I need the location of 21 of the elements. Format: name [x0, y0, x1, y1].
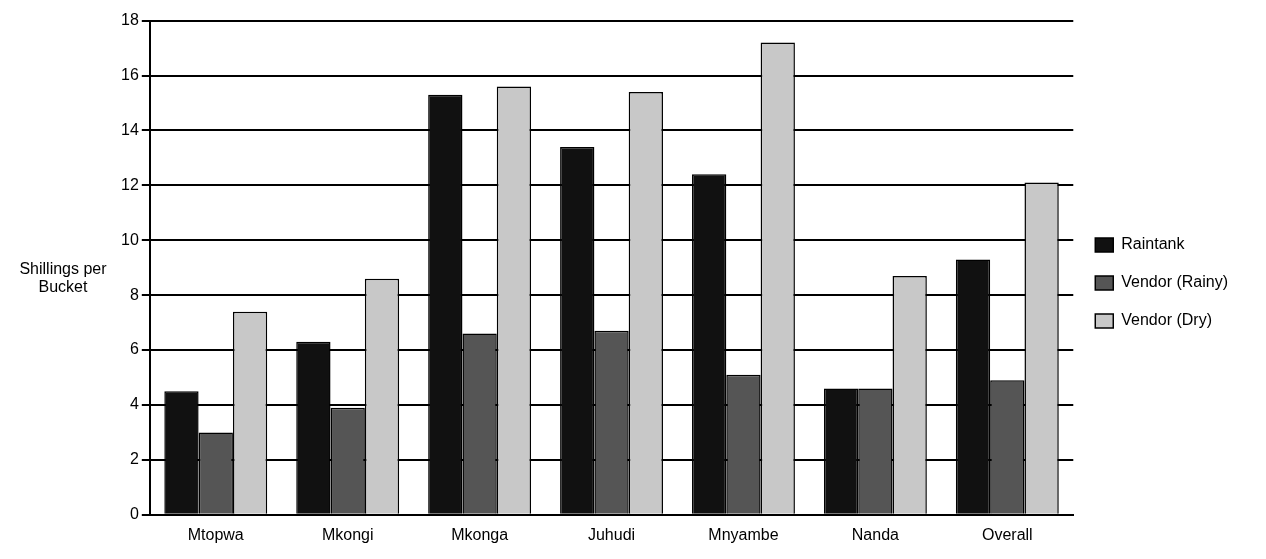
x-tick-label: Overall — [981, 525, 1033, 543]
x-tick-label: Mnyambe — [708, 525, 779, 543]
legend-label: Raintank — [1121, 235, 1186, 253]
legend-label: Vendor (Dry) — [1121, 311, 1212, 329]
y-tick-label: 16 — [121, 65, 139, 83]
y-tick-label: 4 — [129, 395, 139, 413]
y-tick-label: 12 — [121, 175, 139, 193]
y-tick-label: 18 — [121, 11, 139, 29]
x-tick-label: Mtopwa — [187, 525, 244, 543]
x-tick-label: Mkongi — [321, 525, 374, 543]
y-axis-title: Shillings per Bucket — [18, 260, 108, 296]
x-tick-label: Mkonga — [451, 525, 509, 543]
y-tick-label: 2 — [129, 450, 139, 468]
y-tick-label: 6 — [129, 340, 139, 358]
y-tick-label: 0 — [129, 505, 139, 523]
x-tick-label: Nanda — [851, 525, 900, 543]
legend-label: Vendor (Rainy) — [1121, 273, 1228, 291]
x-tick-label: Juhudi — [587, 525, 636, 543]
y-tick-label: 8 — [129, 285, 139, 303]
y-tick-label: 14 — [121, 120, 139, 138]
y-tick-label: 10 — [121, 230, 139, 248]
